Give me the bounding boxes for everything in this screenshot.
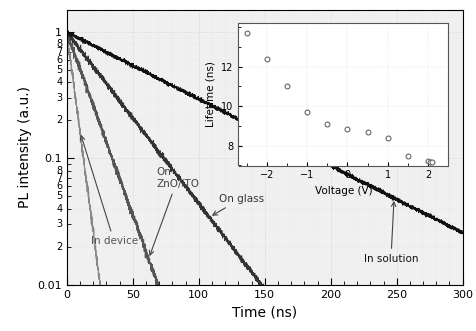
Text: 3: 3 [57,93,63,103]
Text: 4: 4 [57,204,63,213]
Text: In solution: In solution [363,202,417,264]
X-axis label: Time (ns): Time (ns) [232,305,297,319]
Y-axis label: Lifetime (ns): Lifetime (ns) [205,61,215,127]
Text: On
ZnO/ITO: On ZnO/ITO [149,167,199,255]
Text: 8: 8 [57,39,63,49]
Text: 3: 3 [57,219,63,229]
Text: In device: In device [80,136,138,246]
Text: 6: 6 [57,181,63,191]
Text: 5: 5 [57,191,63,202]
Y-axis label: PL intensity (a.u.): PL intensity (a.u.) [18,86,32,208]
Text: 6: 6 [57,55,63,65]
Text: 8: 8 [57,166,63,176]
Text: 2: 2 [57,242,63,252]
X-axis label: Voltage (V): Voltage (V) [314,186,371,196]
Text: 7: 7 [57,47,63,57]
Text: 7: 7 [57,173,63,183]
Text: On glass: On glass [212,194,263,215]
Text: 2: 2 [57,116,63,125]
Text: 4: 4 [57,77,63,87]
Text: 5: 5 [57,65,63,75]
